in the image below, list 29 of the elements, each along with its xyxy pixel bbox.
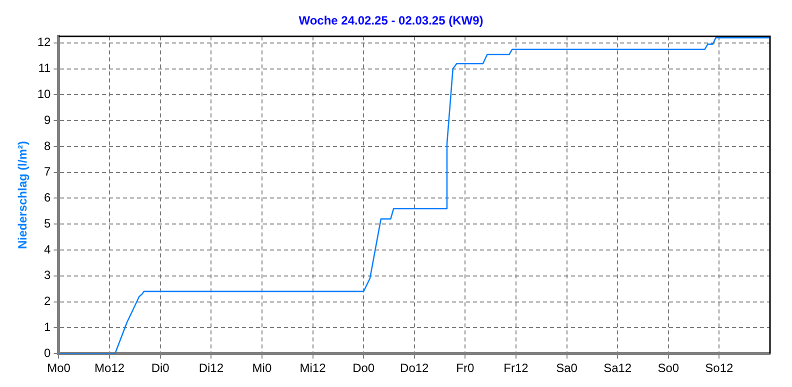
y-tick-label: 12 [37,35,52,50]
chart-title: Woche 24.02.25 - 02.03.25 (KW9) [298,14,484,28]
y-tick-label: 10 [37,86,52,101]
y-axis-title: Niederschlag (l/m²) [16,140,30,250]
x-tick-label: Sa0 [556,361,578,376]
y-tick-label: 11 [38,61,52,76]
y-tick-label: 9 [44,112,52,127]
y-tick-label: 1 [44,320,52,334]
y-tick-label: 4 [44,242,52,256]
x-tick-label: So12 [705,361,734,376]
x-tick-label: Do12 [400,361,430,376]
x-tick-label: Mo0 [47,361,71,376]
y-tick-label: 3 [44,268,52,282]
x-tick-label: Do0 [352,361,375,376]
y-tick-label: 5 [44,216,52,230]
x-tick-label: Fr12 [504,361,529,376]
x-tick-label: Mi12 [300,361,326,376]
y-tick-label: 0 [44,346,52,360]
x-tick-label: Di12 [198,361,224,376]
y-tick-label: 6 [44,190,52,205]
x-tick-label: Fr0 [456,361,475,376]
x-tick-label: Sa12 [604,361,632,376]
x-tick-label: Mi0 [252,361,272,376]
x-tick-label: So0 [658,361,680,376]
x-tick-label: Di0 [151,361,170,376]
y-tick-label: 8 [44,138,52,153]
x-tick-label: Mo12 [94,361,125,376]
y-tick-label: 2 [44,294,52,308]
y-tick-label: 7 [44,164,52,179]
